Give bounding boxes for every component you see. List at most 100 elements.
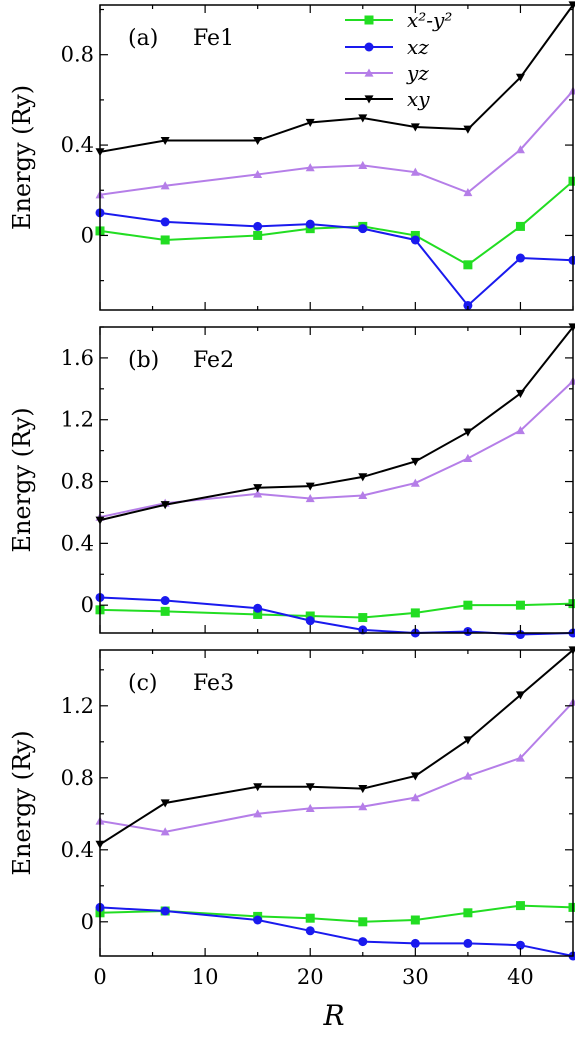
- data-point-yz: [410, 167, 420, 176]
- data-point-yz: [568, 697, 575, 706]
- legend-label-xy: xy: [407, 87, 430, 111]
- data-point-yz: [160, 181, 170, 190]
- data-point-xy: [160, 501, 170, 510]
- y-tick-label: 0: [81, 223, 94, 247]
- legend-marker-x2y2: [364, 15, 374, 25]
- data-point-xz: [358, 224, 368, 234]
- data-point-x2y2: [568, 599, 575, 609]
- data-point-xy: [358, 473, 368, 482]
- data-point-x2y2: [160, 235, 170, 245]
- data-point-xy: [305, 783, 315, 792]
- y-axis-title: Energy (Ry): [8, 85, 36, 230]
- legend-marker-yz: [364, 68, 374, 77]
- data-point-xy: [160, 799, 170, 808]
- panel-label: (a): [128, 26, 158, 51]
- panel-fe2: 0 0.4 0.8 1.2 1.6 Energy (Ry) (b) Fe2: [8, 323, 575, 640]
- data-point-x2y2: [410, 915, 420, 925]
- series-line-xy: [100, 4, 573, 153]
- data-point-x2y2: [253, 609, 263, 619]
- data-point-xz: [515, 940, 525, 950]
- data-point-xy: [253, 783, 263, 792]
- data-point-x2y2: [463, 260, 473, 270]
- data-point-xy: [410, 457, 420, 466]
- data-point-xz: [410, 938, 420, 948]
- y-tick-label: 0: [81, 593, 94, 617]
- data-point-x2y2: [515, 901, 525, 911]
- data-point-xz: [305, 616, 315, 626]
- data-point-yz: [358, 490, 368, 500]
- data-point-x2y2: [568, 176, 575, 186]
- data-point-xy: [358, 114, 368, 123]
- data-point-xy: [410, 123, 420, 132]
- x-tick-label: 40: [507, 965, 534, 989]
- data-point-x2y2: [160, 606, 170, 616]
- series-line-xy: [100, 649, 573, 846]
- data-point-xy: [305, 482, 315, 491]
- data-point-xy: [463, 428, 473, 437]
- data-point-xy: [410, 772, 420, 781]
- data-point-yz: [463, 188, 473, 197]
- x-tick-label: 10: [192, 965, 219, 989]
- data-point-x2y2: [515, 600, 525, 610]
- data-point-xy: [463, 736, 473, 745]
- data-point-yz: [358, 160, 368, 170]
- panel-fe3: 0 10 20 30 40 0 0.4 0.8 1.2 Energy (Ry) (c) Fe3: [8, 646, 575, 989]
- data-point-xy: [515, 389, 525, 398]
- data-point-x2y2: [410, 608, 420, 618]
- data-point-xz: [463, 300, 473, 310]
- y-axis-title: Energy (Ry): [8, 730, 36, 875]
- data-point-xz: [358, 937, 368, 947]
- data-point-yz: [568, 376, 575, 385]
- data-point-x2y2: [253, 230, 263, 240]
- legend-marker-xz: [364, 42, 374, 52]
- series-line-x2y2: [100, 602, 573, 619]
- y-tick-label: 1.2: [61, 694, 94, 718]
- y-tick-label: 0.8: [61, 766, 94, 790]
- panel-fe1: 0 0.4 0.8 Energy (Ry) (a) Fe1: [8, 1, 575, 311]
- data-point-xy: [358, 785, 368, 794]
- data-point-xy: [515, 691, 525, 700]
- y-tick-label: 0.8: [61, 43, 94, 67]
- y-tick-label: 1.2: [61, 408, 94, 432]
- data-point-x2y2: [305, 611, 315, 621]
- data-point-x2y2: [358, 613, 368, 623]
- data-point-x2y2: [568, 902, 575, 912]
- data-point-x2y2: [305, 913, 315, 923]
- data-point-xy: [253, 136, 263, 146]
- y-tick-label: 0.4: [61, 838, 94, 862]
- data-point-xz: [160, 906, 170, 916]
- legend-label-yz: yz: [406, 61, 429, 85]
- data-point-yz: [410, 478, 420, 487]
- data-point-yz: [463, 771, 473, 780]
- data-point-x2y2: [358, 917, 368, 927]
- panel-label: (b): [128, 348, 159, 373]
- y-tick-label: 0.8: [61, 470, 94, 494]
- data-point-yz: [515, 753, 525, 762]
- data-point-xz: [160, 596, 170, 606]
- data-point-yz: [358, 802, 368, 811]
- data-point-xy: [305, 118, 315, 127]
- y-tick-label: 1.6: [61, 346, 94, 370]
- plot-frame: [99, 4, 574, 311]
- x-tick-label: 30: [402, 965, 429, 989]
- panel-name: Fe2: [193, 348, 234, 373]
- data-point-x2y2: [515, 221, 525, 231]
- data-point-yz: [515, 145, 525, 154]
- data-point-xz: [568, 255, 575, 265]
- data-point-x2y2: [305, 224, 315, 234]
- data-point-yz: [463, 453, 473, 462]
- series-line-xz: [100, 906, 573, 957]
- data-point-x2y2: [410, 230, 420, 240]
- data-point-xz: [305, 926, 315, 936]
- data-point-yz: [253, 169, 263, 179]
- data-point-yz: [305, 494, 315, 503]
- data-point-yz: [305, 803, 315, 812]
- data-point-xz: [463, 938, 473, 948]
- data-point-xz: [160, 217, 170, 227]
- data-point-yz: [160, 827, 170, 836]
- data-point-xy: [463, 125, 473, 134]
- legend-label-x2y2: x²-y²: [407, 8, 452, 32]
- plot-frame: [99, 649, 574, 957]
- data-point-xz: [253, 915, 263, 925]
